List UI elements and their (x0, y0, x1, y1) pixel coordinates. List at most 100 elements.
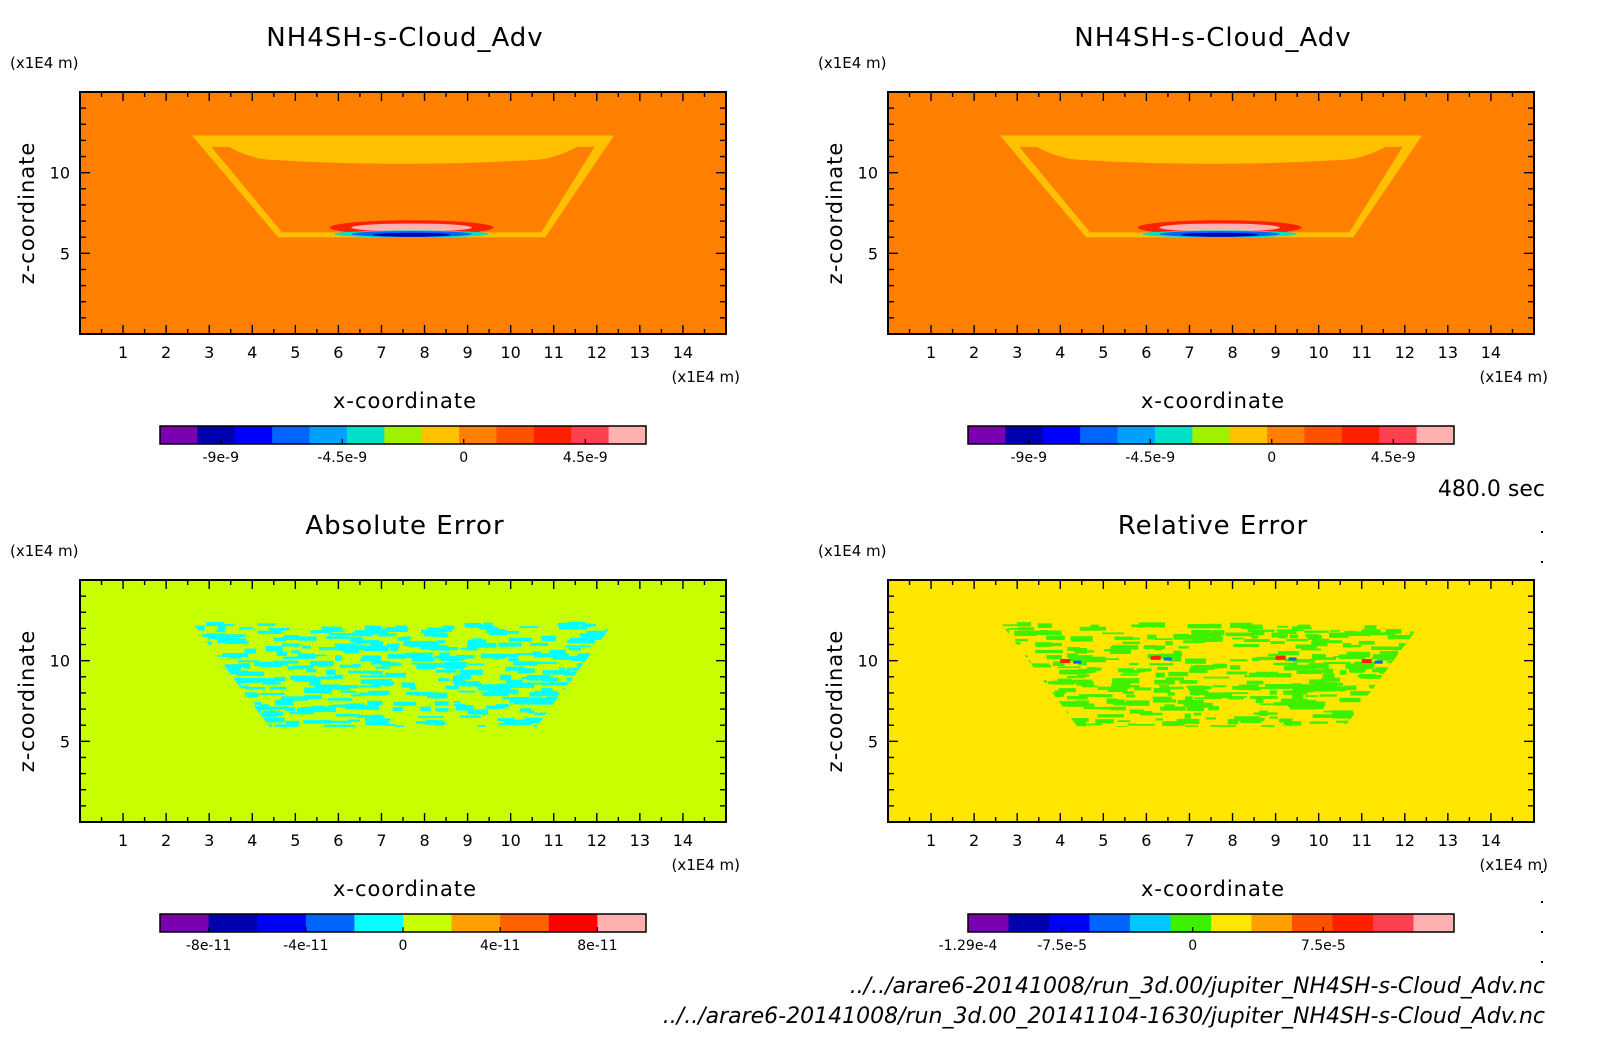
colorbar-tick-label: 4e-11 (480, 938, 520, 954)
y-axis-label: z-coordinate (823, 142, 847, 285)
y-axis-label: z-coordinate (823, 630, 847, 773)
panel-title: Relative Error (1118, 511, 1309, 541)
x-tick-label: 8 (1227, 831, 1237, 850)
colorbar-swatch (384, 426, 423, 444)
error-spot (1163, 657, 1172, 661)
colorbar-swatch (1332, 914, 1374, 932)
x-tick-label: 14 (1481, 831, 1501, 850)
colorbar: -9e-9 -4.5e-9 0 4.5e-9 (159, 425, 647, 466)
colorbar-swatch (1130, 914, 1171, 932)
colorbar-swatch (1089, 914, 1131, 932)
x-tick-label: 13 (1438, 831, 1458, 850)
x-tick-label: 7 (376, 831, 386, 850)
colorbar-swatch (597, 914, 647, 932)
colorbar-swatch (451, 914, 501, 932)
source-file-2: ../../arare6-20141008/run_3d.00_20141104… (663, 1004, 1545, 1029)
colorbar-tick-label: -9e-9 (202, 450, 239, 466)
x-tick-label: 6 (333, 831, 343, 850)
cloud-interior (1019, 146, 1403, 233)
colorbar: -9e-9 -4.5e-9 0 4.5e-9 (967, 425, 1455, 466)
feature-pink (351, 223, 472, 232)
colorbar-swatch (1049, 914, 1090, 932)
colorbar-swatch (968, 426, 1006, 444)
y-tick-label: 10 (50, 164, 70, 183)
colorbar-swatch (1170, 914, 1212, 932)
x-axis-label: x-coordinate (333, 877, 477, 901)
x-unit-label: (x1E4 m) (1479, 856, 1548, 874)
colorbar-swatch (571, 426, 610, 444)
y-tick-label: 10 (50, 652, 70, 671)
x-tick-label: 4 (247, 343, 257, 362)
colorbar-swatch (1042, 426, 1081, 444)
x-tick-label: 3 (204, 343, 214, 362)
error-spot (1288, 657, 1297, 661)
colorbar-swatch (1117, 426, 1156, 444)
x-tick-label: 5 (290, 343, 300, 362)
x-tick-label: 1 (926, 831, 936, 850)
x-axis-label: x-coordinate (1141, 389, 1285, 413)
colorbar-swatch (1251, 914, 1293, 932)
time-label: 480.0 sec (1438, 477, 1545, 502)
x-tick-label: 6 (1141, 831, 1151, 850)
feature-pink (1159, 223, 1280, 232)
colorbar-swatch (1229, 426, 1268, 444)
x-tick-label: 12 (1395, 831, 1415, 850)
x-tick-label: 6 (1141, 343, 1151, 362)
colorbar-swatch (1154, 426, 1193, 444)
x-tick-label: 4 (247, 831, 257, 850)
y-unit-label: (x1E4 m) (10, 54, 79, 72)
x-tick-label: 11 (1352, 343, 1372, 362)
x-tick-label: 3 (204, 831, 214, 850)
x-tick-label: 10 (500, 831, 520, 850)
x-tick-label: 9 (463, 831, 473, 850)
colorbar-tick-label: -1.29e-4 (939, 938, 998, 954)
x-tick-label: 8 (1227, 343, 1237, 362)
colorbar-swatch (257, 914, 307, 932)
colorbar-tick-label: -8e-11 (186, 938, 231, 954)
colorbar-swatch (1292, 914, 1333, 932)
panel-4: Relative Error(x1E4 m)1 2 3 4 5 6 7 8 9 10 11 12 13 1… (818, 511, 1548, 954)
colorbar-swatch (968, 914, 1009, 932)
colorbar-tick-label: 7.5e-5 (1301, 938, 1346, 954)
x-tick-label: 3 (1012, 831, 1022, 850)
x-tick-label: 14 (673, 343, 693, 362)
x-tick-label: 2 (161, 831, 171, 850)
colorbar-swatch (305, 914, 355, 932)
x-axis-label: x-coordinate (1141, 877, 1285, 901)
feature-darkblue (1180, 232, 1259, 237)
colorbar-swatch (160, 914, 210, 932)
error-spot (1374, 660, 1383, 664)
colorbar-swatch (1341, 426, 1380, 444)
colorbar-swatch (1267, 426, 1305, 444)
source-file-1: ../../arare6-20141008/run_3d.00/jupiter_… (850, 974, 1545, 999)
colorbar-swatch (1192, 426, 1231, 444)
x-tick-label: 1 (118, 343, 128, 362)
colorbar-swatch (346, 426, 385, 444)
x-tick-label: 2 (161, 343, 171, 362)
panel-3: Absolute Error(x1E4 m)1 2 3 4 5 6 7 8 9 10 11 12 13 1… (10, 511, 740, 954)
x-tick-label: 8 (419, 343, 429, 362)
panel-1: NH4SH-s-Cloud_Adv(x1E4 m)1 2 3 4 5 6 7 8 9 10 11 12… (10, 23, 740, 466)
x-axis-label: x-coordinate (333, 389, 477, 413)
colorbar-swatch (197, 426, 236, 444)
y-axis-label: z-coordinate (15, 630, 39, 773)
x-tick-label: 10 (1308, 343, 1328, 362)
x-tick-label: 4 (1055, 343, 1065, 362)
x-tick-label: 14 (1481, 343, 1501, 362)
colorbar-swatch (160, 426, 198, 444)
colorbar-swatch (403, 914, 453, 932)
x-tick-label: 14 (673, 831, 693, 850)
y-unit-label: (x1E4 m) (818, 54, 887, 72)
error-spot (1150, 655, 1161, 660)
error-pattern (193, 622, 615, 727)
x-tick-label: 12 (1395, 343, 1415, 362)
x-tick-label: 6 (333, 343, 343, 362)
colorbar-swatch (548, 914, 598, 932)
x-tick-label: 8 (419, 831, 429, 850)
x-tick-label: 13 (630, 343, 650, 362)
colorbar-swatch (208, 914, 258, 932)
colorbar-swatch (1080, 426, 1119, 444)
error-spot (1275, 655, 1286, 660)
colorbar: -1.29e-4 -7.5e-5 0 7.5e-5 (939, 913, 1455, 954)
